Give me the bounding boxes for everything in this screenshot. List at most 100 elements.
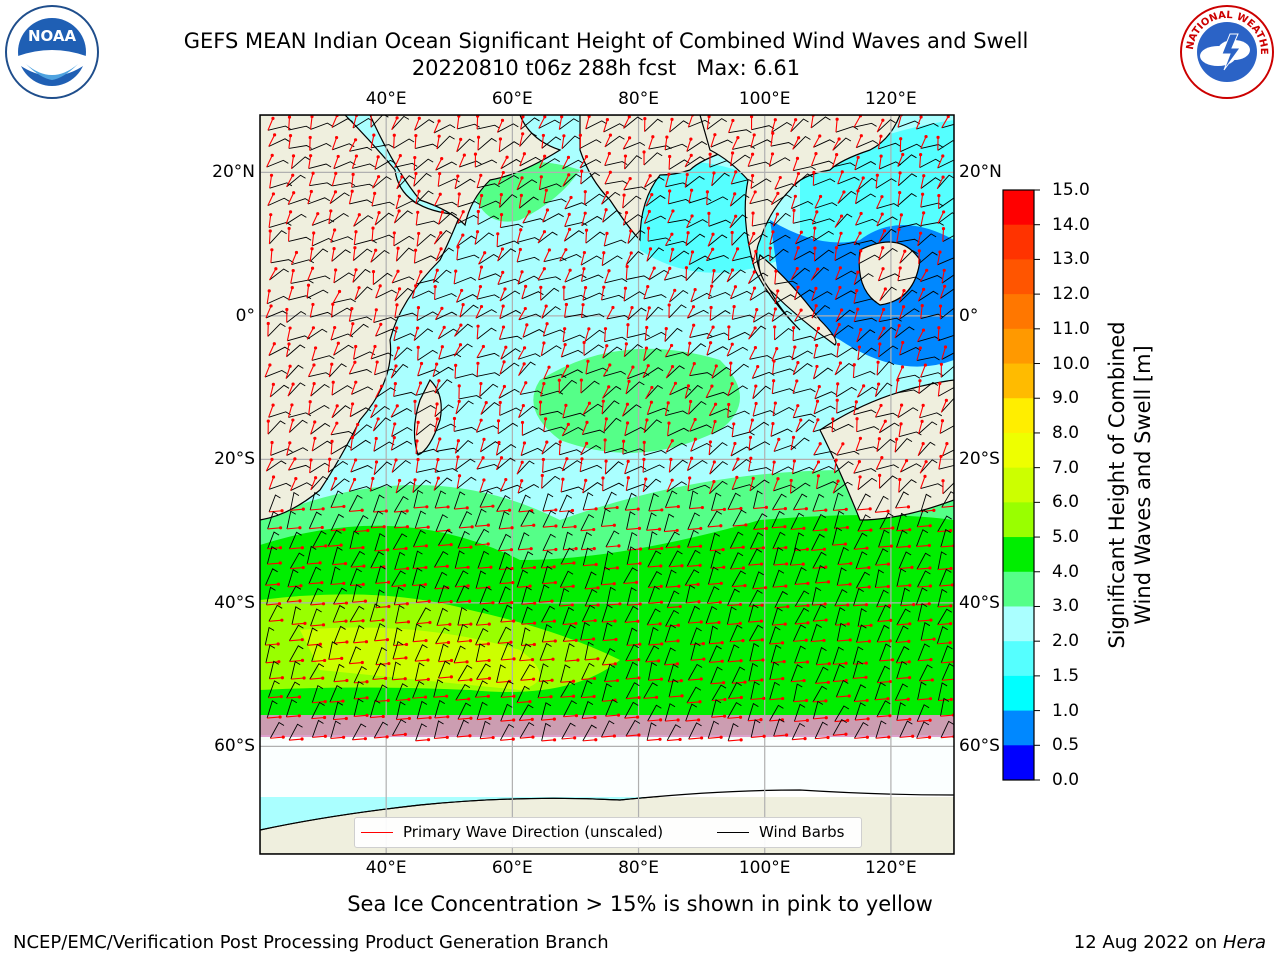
wave-arrow — [432, 363, 438, 377]
wind-barb — [474, 232, 495, 245]
wave-arrow-head — [372, 133, 376, 137]
wave-arrow-head — [673, 381, 678, 385]
wave-arrow — [622, 195, 625, 209]
wind-barb — [668, 678, 679, 698]
wave-arrow-head — [937, 193, 941, 198]
wind-barb — [542, 565, 553, 584]
wave-arrow-head — [456, 439, 460, 443]
wave-arrow-head — [657, 659, 661, 663]
wind-barb — [289, 531, 302, 550]
wind-barb — [836, 450, 860, 456]
wave-arrow-head — [470, 525, 474, 529]
wave-arrow — [605, 545, 619, 548]
wind-barb — [684, 569, 700, 586]
wave-arrow-head — [415, 326, 420, 330]
wind-barb — [687, 605, 701, 624]
wave-arrow — [331, 529, 345, 532]
wave-arrow — [711, 421, 716, 435]
wind-barb — [940, 528, 951, 548]
wave-arrow — [396, 176, 403, 190]
wave-arrow-head — [855, 417, 859, 421]
wave-direction-swatch — [361, 831, 393, 833]
wave-arrow-head — [753, 326, 757, 330]
wave-arrow-head — [476, 324, 480, 328]
wave-arrow — [415, 422, 419, 436]
wave-arrow-head — [382, 525, 386, 529]
wave-arrow — [688, 737, 702, 740]
wind-barb — [499, 290, 521, 302]
wind-barb — [562, 460, 583, 472]
wave-arrow — [749, 478, 754, 492]
wind-barb — [415, 190, 434, 205]
wave-arrow-head — [908, 622, 912, 626]
wind-barb — [836, 347, 858, 358]
wind-barb — [518, 353, 541, 360]
wind-barb — [748, 589, 763, 607]
wave-arrow-head — [374, 436, 378, 441]
wave-arrow-head — [271, 403, 275, 407]
wave-arrow-head — [576, 658, 580, 662]
wave-arrow-head — [486, 523, 490, 527]
wave-arrow-head — [402, 583, 407, 588]
wind-barb — [560, 664, 571, 683]
wave-arrow — [414, 118, 420, 131]
wave-arrow — [560, 365, 569, 378]
wind-barb — [836, 567, 847, 586]
wave-arrow — [853, 547, 867, 550]
wind-barb — [306, 289, 329, 299]
wind-barb — [832, 492, 844, 511]
wind-barb — [562, 426, 584, 437]
wave-arrow — [810, 268, 819, 281]
wave-arrow-head — [713, 133, 717, 137]
wind-barb — [750, 139, 773, 148]
wave-arrow — [709, 660, 723, 663]
lat-label-right: 20°S — [959, 449, 1000, 470]
wave-arrow-head — [279, 695, 283, 699]
wave-arrow-head — [591, 637, 596, 641]
wave-arrow-head — [459, 323, 463, 327]
wave-arrow — [664, 174, 670, 187]
wave-arrow-head — [839, 308, 844, 312]
colorbar-level-label: 1.0 — [1052, 700, 1080, 721]
wind-barb — [412, 623, 422, 642]
wave-arrow-head — [300, 546, 304, 550]
wave-arrow — [897, 172, 901, 186]
wind-barb — [332, 546, 343, 565]
wind-barb — [687, 663, 703, 681]
wave-arrow — [667, 190, 671, 205]
wave-arrow — [518, 195, 522, 209]
wave-arrow — [395, 196, 400, 209]
wave-arrow-head — [940, 419, 945, 423]
wave-arrow-head — [876, 360, 880, 364]
wave-arrow-head — [594, 507, 598, 511]
wave-arrow-head — [294, 477, 298, 481]
wind-barb — [791, 722, 806, 740]
wind-barb — [500, 604, 513, 623]
wind-barb — [748, 233, 768, 246]
wind-barb — [457, 606, 468, 626]
wind-barb — [731, 666, 746, 684]
wave-arrow-head — [511, 580, 515, 585]
wave-arrow-head — [331, 302, 335, 306]
wave-arrow-head — [712, 171, 716, 175]
wave-arrow-head — [671, 247, 675, 251]
wave-arrow-head — [465, 506, 469, 510]
wave-arrow-head — [361, 545, 365, 550]
wave-arrow-head — [334, 268, 338, 272]
wave-arrow-head — [938, 381, 942, 385]
wave-arrow-head — [733, 285, 738, 289]
wind-barb — [878, 529, 890, 548]
wave-arrow — [769, 697, 783, 701]
wave-arrow-head — [271, 382, 275, 386]
wave-arrow — [707, 234, 714, 247]
wave-arrow-head — [773, 118, 777, 122]
wave-arrow-head — [865, 735, 869, 739]
wind-barb — [919, 459, 938, 474]
wave-arrow — [749, 347, 756, 360]
wind-barb — [348, 646, 362, 664]
wave-arrow-head — [457, 474, 462, 478]
wave-arrow — [750, 175, 754, 189]
wave-arrow-head — [813, 246, 817, 250]
wave-arrow-head — [815, 210, 819, 214]
wave-arrow-head — [898, 266, 902, 270]
